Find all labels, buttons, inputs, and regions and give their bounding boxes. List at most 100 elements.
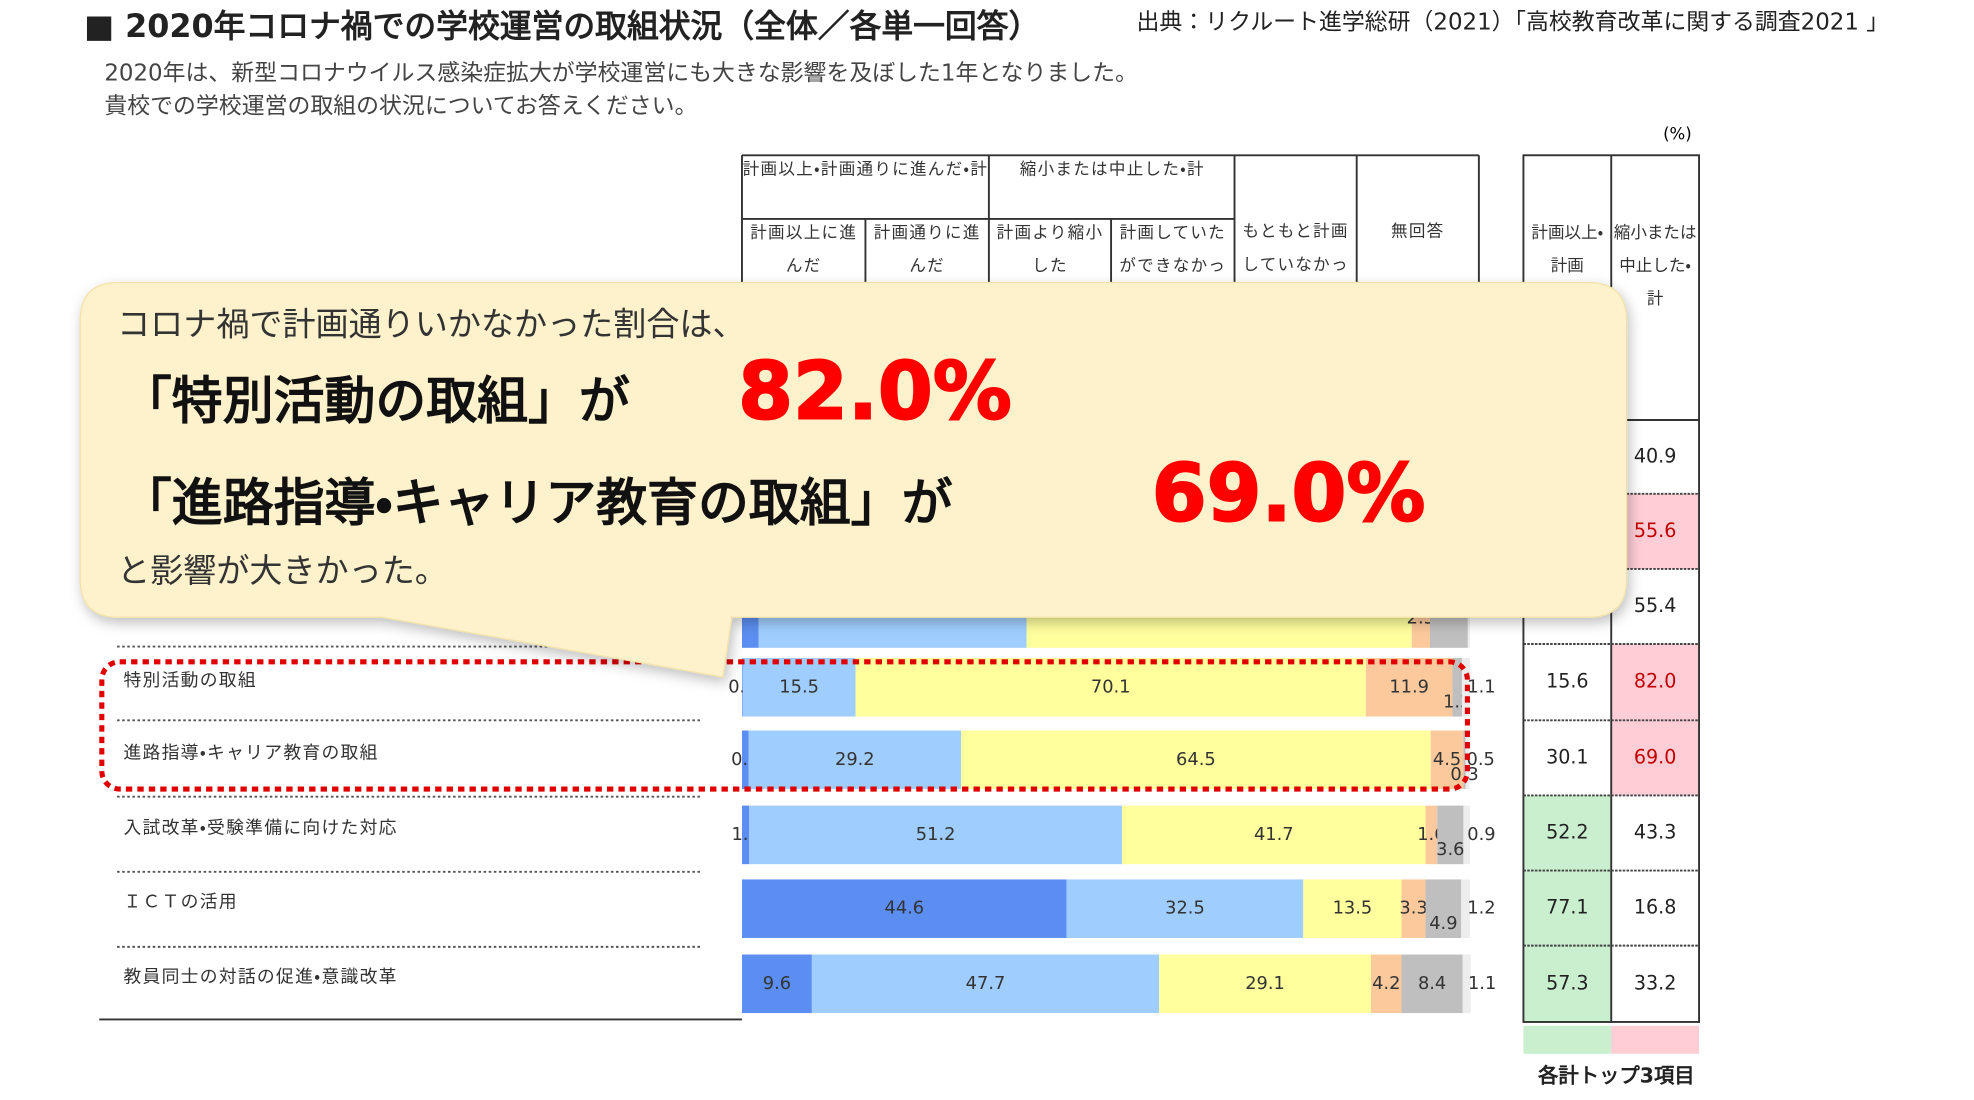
column-header: 計画していたができなかった xyxy=(1119,223,1227,277)
value-label: 1.1 xyxy=(1468,973,1496,994)
highlight-cell xyxy=(1523,795,1612,871)
value-label: 1.1 xyxy=(1467,676,1495,697)
bar-segment xyxy=(741,730,749,790)
bar-segment xyxy=(1401,879,1426,938)
callout-line: 「特別活動の取組」が xyxy=(121,373,630,432)
value-label: 44.6 xyxy=(885,898,925,919)
value-label: 4.5 xyxy=(1433,749,1461,770)
value-label: 70.1 xyxy=(1091,676,1131,697)
value-label: 0.5 xyxy=(1467,749,1495,770)
bar-segment xyxy=(1303,879,1402,938)
summary-value: 82.0 xyxy=(1634,670,1676,693)
bar-segment xyxy=(1467,589,1470,648)
summary-value: 69.0 xyxy=(1634,745,1676,768)
callout-bubble xyxy=(79,281,1628,678)
summary-header: 縮小または中止した・計 xyxy=(1613,223,1697,310)
bar-segment xyxy=(1066,879,1304,938)
bar-segment xyxy=(1463,805,1470,865)
highlight-cell xyxy=(1611,643,1700,721)
row-label: 教員同士の対話の促進・意識改革 xyxy=(123,966,397,987)
value-label: 9.6 xyxy=(763,973,791,994)
row-label: ＩＣＴの活用 xyxy=(123,891,237,912)
bar-segment xyxy=(1159,954,1371,1014)
column-header: 計画より縮小した xyxy=(996,223,1104,277)
emphasis-frame xyxy=(99,659,1470,792)
summary-value: 55.4 xyxy=(1634,594,1676,617)
highlight-cell xyxy=(1523,870,1612,946)
bar-segment xyxy=(1461,879,1470,938)
bar-segment xyxy=(1365,657,1453,717)
summary-value: 15.6 xyxy=(1546,670,1588,693)
group-header: 計画以上・計画通りに進んだ・計 xyxy=(742,160,989,180)
value-label: 0.3 xyxy=(1450,764,1478,785)
summary-value: 43.3 xyxy=(1634,820,1676,843)
source: 出典：リクルート進学総研（2021）「高校教育改革に関する調査2021 」 xyxy=(1137,9,1890,35)
value-label: 32.5 xyxy=(1165,898,1205,919)
row-label: 入試改革・受験準備に向けた対応 xyxy=(123,818,397,839)
column-header: 計画通りに進んだ xyxy=(873,223,981,277)
highlight-cell xyxy=(1523,945,1612,1022)
legend-swatch xyxy=(1611,1025,1700,1054)
summary-value: 30.1 xyxy=(1546,745,1588,768)
bar-segment xyxy=(1463,730,1466,790)
column-header: もともと計画していなかった xyxy=(1242,222,1349,275)
bar-segment xyxy=(742,657,856,717)
row-label: 特別活動の取組 xyxy=(123,670,257,691)
bar-segment xyxy=(749,805,1122,865)
bar-segment xyxy=(1370,954,1402,1014)
row-label: 進路指導・キャリア教育の取組 xyxy=(123,742,378,763)
question-line: 2020年は、新型コロナウイルス感染症拡大が学校運営にも大きな影響を及ぼした1年… xyxy=(104,60,1138,86)
value-label: 0.9 xyxy=(1467,824,1495,845)
bar-segment xyxy=(855,657,1366,717)
column-header: 無回答 xyxy=(1391,222,1445,242)
summary-value: 77.1 xyxy=(1546,896,1588,919)
summary-value: 57.3 xyxy=(1546,971,1588,994)
bar-segment xyxy=(1425,879,1462,938)
bar-segment xyxy=(741,879,1067,938)
column-header: 計画以上に進んだ xyxy=(750,223,858,277)
bar-segment xyxy=(1462,954,1471,1014)
group-header: 縮小または中止した・計 xyxy=(1019,160,1205,180)
summary-header: 計画以上・計画 xyxy=(1531,223,1604,277)
value-label: 13.5 xyxy=(1333,898,1373,919)
value-label: 8.4 xyxy=(1418,973,1446,994)
value-label: 64.5 xyxy=(1176,749,1216,770)
bar-segment xyxy=(1452,657,1462,717)
value-label: 4.9 xyxy=(1429,913,1457,934)
bar-segment xyxy=(1430,730,1464,790)
value-label: 11.9 xyxy=(1389,676,1429,697)
bar-segment xyxy=(741,805,750,865)
callout-figure: 69.0% xyxy=(1152,447,1426,539)
legend-label: 各計トップ3項目 xyxy=(1537,1064,1695,1088)
bar-segment xyxy=(741,954,812,1014)
bar-segment xyxy=(811,954,1160,1014)
question-line: 貴校での学校運営の取組の状況についてお答えください。 xyxy=(104,93,697,119)
callout-figure: 82.0% xyxy=(738,346,1012,438)
summary-value: 55.6 xyxy=(1634,519,1676,542)
bar-segment xyxy=(1121,805,1426,865)
value-label: 29.1 xyxy=(1245,973,1285,994)
highlight-cell xyxy=(1611,720,1700,796)
unit-label: (%) xyxy=(1663,124,1692,143)
value-label: 51.2 xyxy=(916,824,956,845)
value-label: 3.3 xyxy=(1399,898,1427,919)
bar-segment xyxy=(741,657,743,717)
summary-value: 16.8 xyxy=(1634,896,1676,919)
callout-closing: と影響が大きかった。 xyxy=(117,551,448,590)
legend-swatch xyxy=(1523,1025,1612,1054)
bar-segment xyxy=(1401,954,1463,1014)
bar-segment xyxy=(1437,805,1464,865)
value-label: 3.6 xyxy=(1436,839,1464,860)
bar-segment xyxy=(1425,805,1438,865)
summary-value: 40.9 xyxy=(1634,444,1676,467)
summary-value: 33.2 xyxy=(1634,971,1676,994)
value-label: 15.5 xyxy=(779,676,819,697)
summary-value: 52.2 xyxy=(1546,820,1588,843)
value-label: 4.2 xyxy=(1372,973,1400,994)
title: ■ 2020年コロナ禍での学校運営の取組状況（全体／各単一回答） xyxy=(84,7,1040,45)
value-label: 1.2 xyxy=(1467,898,1495,919)
callout-line: 「進路指導・キャリア教育の取組」が xyxy=(121,475,953,534)
